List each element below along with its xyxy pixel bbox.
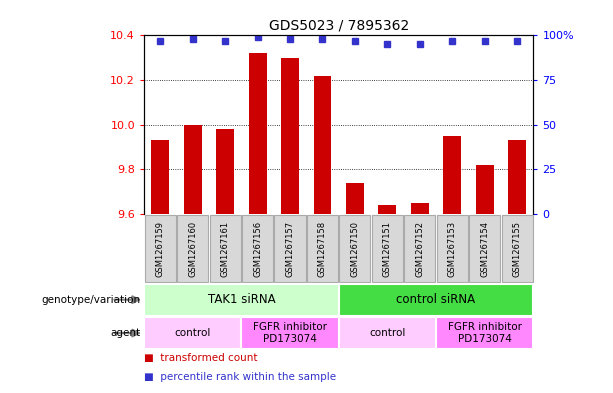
- FancyBboxPatch shape: [242, 215, 273, 282]
- Text: agent: agent: [111, 328, 141, 338]
- Text: GSM1267159: GSM1267159: [156, 220, 165, 277]
- Bar: [346, 183, 364, 214]
- Text: GSM1267158: GSM1267158: [318, 220, 327, 277]
- Text: GSM1267154: GSM1267154: [480, 220, 489, 277]
- Bar: [378, 205, 396, 214]
- FancyBboxPatch shape: [338, 284, 533, 316]
- Text: GSM1267161: GSM1267161: [221, 220, 230, 277]
- Text: GSM1267153: GSM1267153: [447, 220, 457, 277]
- Text: control siRNA: control siRNA: [397, 293, 476, 306]
- FancyBboxPatch shape: [177, 215, 208, 282]
- Text: GSM1267151: GSM1267151: [383, 220, 392, 277]
- Text: GSM1267156: GSM1267156: [253, 220, 262, 277]
- Text: GSM1267152: GSM1267152: [415, 220, 424, 277]
- Bar: [508, 140, 526, 214]
- Bar: [281, 58, 299, 214]
- Text: control: control: [175, 328, 211, 338]
- FancyBboxPatch shape: [469, 215, 500, 282]
- FancyBboxPatch shape: [340, 215, 370, 282]
- FancyBboxPatch shape: [501, 215, 533, 282]
- FancyBboxPatch shape: [210, 215, 241, 282]
- Text: FGFR inhibitor
PD173074: FGFR inhibitor PD173074: [253, 322, 327, 344]
- FancyBboxPatch shape: [242, 317, 338, 349]
- FancyBboxPatch shape: [145, 215, 176, 282]
- FancyBboxPatch shape: [436, 317, 533, 349]
- FancyBboxPatch shape: [144, 284, 338, 316]
- Bar: [184, 125, 202, 214]
- Bar: [216, 129, 234, 214]
- Bar: [443, 136, 461, 214]
- Text: ■  percentile rank within the sample: ■ percentile rank within the sample: [144, 372, 336, 382]
- Bar: [313, 75, 332, 214]
- Text: FGFR inhibitor
PD173074: FGFR inhibitor PD173074: [447, 322, 522, 344]
- Bar: [476, 165, 493, 214]
- Text: GSM1267160: GSM1267160: [188, 220, 197, 277]
- FancyBboxPatch shape: [371, 215, 403, 282]
- Title: GDS5023 / 7895362: GDS5023 / 7895362: [268, 19, 409, 33]
- Text: GSM1267155: GSM1267155: [512, 220, 522, 277]
- FancyBboxPatch shape: [404, 215, 435, 282]
- Text: GSM1267150: GSM1267150: [351, 220, 359, 277]
- FancyBboxPatch shape: [144, 317, 242, 349]
- Bar: [249, 53, 267, 214]
- FancyBboxPatch shape: [338, 317, 436, 349]
- FancyBboxPatch shape: [275, 215, 306, 282]
- FancyBboxPatch shape: [436, 215, 468, 282]
- Text: GSM1267157: GSM1267157: [286, 220, 294, 277]
- FancyBboxPatch shape: [307, 215, 338, 282]
- Bar: [151, 140, 169, 214]
- Text: genotype/variation: genotype/variation: [42, 295, 141, 305]
- Text: control: control: [369, 328, 406, 338]
- Bar: [411, 203, 428, 214]
- Text: TAK1 siRNA: TAK1 siRNA: [208, 293, 275, 306]
- Text: ■  transformed count: ■ transformed count: [144, 353, 257, 363]
